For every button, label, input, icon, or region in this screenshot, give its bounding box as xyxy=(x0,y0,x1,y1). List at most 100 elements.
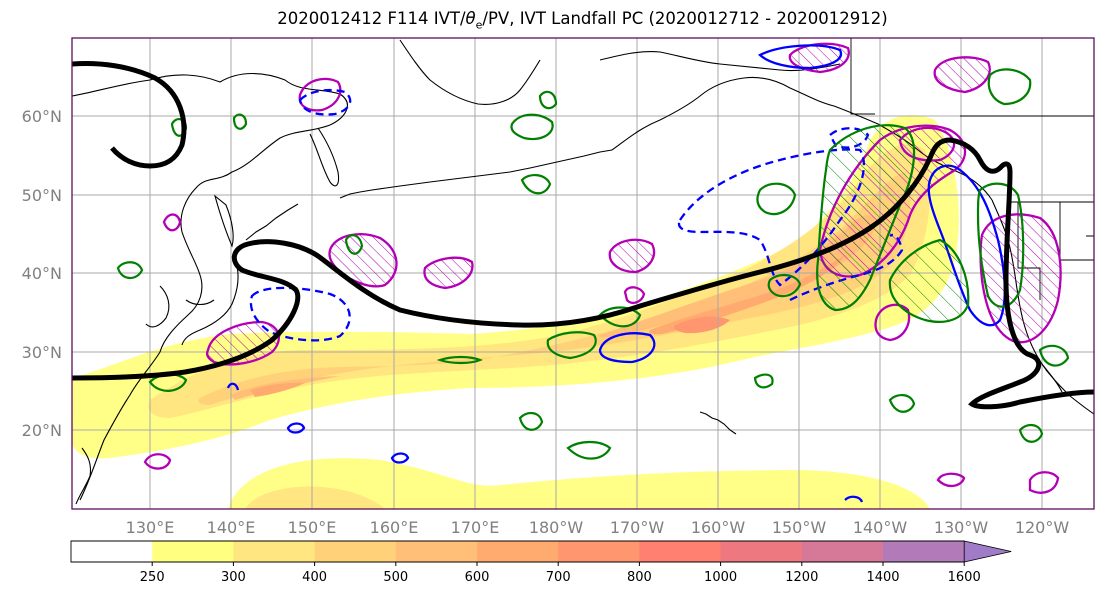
ivt-shading xyxy=(72,115,959,509)
lon-label-180w: 180°W xyxy=(529,518,584,537)
coast-aleutian xyxy=(339,149,613,199)
pv-pos-japan xyxy=(205,320,280,366)
colorbar: 250 300 400 500 600 700 800 1000 1200 1400 1600 xyxy=(70,540,1012,585)
green-17 xyxy=(518,412,544,431)
colorbar-tick-label: 1200 xyxy=(785,570,818,585)
coast-korea xyxy=(145,285,170,328)
pv-pos-small-1 xyxy=(623,286,646,304)
map-area xyxy=(72,38,1094,509)
colorbar-extend-arrow xyxy=(963,540,1012,563)
pv-neg-solid-1 xyxy=(598,332,656,364)
colorbar-tick-label: 1600 xyxy=(948,570,981,585)
pv-neg-small-4 xyxy=(844,495,864,503)
coast-hawaii xyxy=(699,411,737,435)
colorbar-tick-label: 700 xyxy=(546,570,571,585)
colorbar-segment xyxy=(233,541,316,562)
green-12 xyxy=(987,68,1032,106)
pv-neg-small-1 xyxy=(390,452,410,464)
coast-philippines xyxy=(75,447,92,505)
green-16 xyxy=(753,373,774,389)
lat-label-40: 40°N xyxy=(22,264,62,283)
lat-label-30: 30°N xyxy=(22,343,62,362)
colorbar-frame xyxy=(70,540,965,563)
green-contours xyxy=(116,68,1070,460)
lon-label-160w: 160°W xyxy=(691,518,746,537)
colorbar-tick-label: 600 xyxy=(465,570,490,585)
coast-bering xyxy=(399,39,541,105)
colorbar-segment xyxy=(71,541,153,562)
latitude-labels: 60°N 50°N 40°N 30°N 20°N xyxy=(22,107,62,440)
lon-label-170w: 170°W xyxy=(610,518,665,537)
colorbar-tick-label: 250 xyxy=(140,570,165,585)
map-frame xyxy=(71,37,1095,510)
title-theta-subscript: e xyxy=(475,18,483,32)
colorbar-segment xyxy=(801,541,884,562)
pv-pos-central xyxy=(423,256,474,290)
green-10 xyxy=(888,238,970,323)
coast-baja xyxy=(1041,363,1063,393)
green-5 xyxy=(510,113,554,141)
title-prefix: 2020012412 F114 IVT/ xyxy=(277,9,466,28)
pv-neg-ne2 xyxy=(789,233,904,302)
lon-label-160e: 160°E xyxy=(370,518,419,537)
coast-alaska-north xyxy=(599,51,841,72)
green-19 xyxy=(888,394,916,413)
colorbar-segment xyxy=(477,541,559,562)
pv-pos-offshore xyxy=(874,303,911,342)
green-14 xyxy=(767,274,802,298)
green-22 xyxy=(598,306,642,328)
colorbar-tick-label: 500 xyxy=(383,570,408,585)
colorbar-tick-label: 400 xyxy=(302,570,327,585)
green-11 xyxy=(976,182,1025,308)
coast-sakhalin xyxy=(214,194,234,248)
coast-kuril xyxy=(245,203,299,241)
colorbar-tick-label: 1400 xyxy=(866,570,899,585)
lon-label-140w: 140°W xyxy=(853,518,908,537)
lon-label-130e: 130°E xyxy=(126,518,175,537)
colorbar-tick-label: 800 xyxy=(627,570,652,585)
colorbar-segment xyxy=(720,541,803,562)
pv-neg-solid-3 xyxy=(757,44,843,70)
chart-title: 2020012412 F114 IVT/θe/PV, IVT Landfall … xyxy=(0,9,1105,31)
pv-pos-dateline xyxy=(608,238,656,274)
pv-neg-solid-2 xyxy=(927,164,1006,327)
green-6 xyxy=(520,174,552,195)
colorbar-segment xyxy=(152,541,234,562)
pv-pos-far-east xyxy=(1028,471,1060,494)
green-13 xyxy=(546,331,597,360)
lat-label-20: 20°N xyxy=(22,421,62,440)
colorbar-ticks: 250 300 400 500 600 700 800 1000 1200 1400 1600 xyxy=(140,562,981,585)
green-15 xyxy=(436,355,483,365)
colorbar-segment xyxy=(883,541,965,562)
lon-label-140e: 140°E xyxy=(207,518,256,537)
coast-kamchatka xyxy=(309,127,340,187)
green-7 xyxy=(538,90,558,110)
pv-pos-sakhalin xyxy=(162,213,182,232)
theta-e-main xyxy=(72,137,1094,410)
coastlines xyxy=(72,39,1094,505)
lon-label-150w: 150°W xyxy=(772,518,827,537)
ivt-band-250-south xyxy=(228,458,930,509)
theta-e-northwest xyxy=(72,61,187,169)
border-alaska-canada xyxy=(850,38,875,115)
green-20 xyxy=(1018,424,1044,443)
colorbar-segment xyxy=(639,541,722,562)
green-2 xyxy=(232,113,248,130)
colorbar-segment xyxy=(314,541,397,562)
colorbar-tick-label: 300 xyxy=(221,570,246,585)
title-theta: θ xyxy=(465,9,476,28)
lon-label-120w: 120°W xyxy=(1015,518,1070,537)
longitude-labels: 130°E 140°E 150°E 160°E 170°E 180°W 170°… xyxy=(126,518,1070,537)
ivt-band-300-south xyxy=(245,486,385,509)
pv-neg-small-2 xyxy=(286,422,306,434)
green-23 xyxy=(1038,344,1070,367)
green-8 xyxy=(756,182,797,216)
colorbar-segment xyxy=(395,541,478,562)
green-3 xyxy=(116,261,144,280)
ivt-band-700 xyxy=(673,316,730,334)
ivt-band-500 xyxy=(230,215,875,400)
colorbar-segments xyxy=(70,540,965,563)
green-18 xyxy=(566,440,612,460)
pv-neg-small-3 xyxy=(226,382,240,391)
lon-label-170e: 170°E xyxy=(451,518,500,537)
